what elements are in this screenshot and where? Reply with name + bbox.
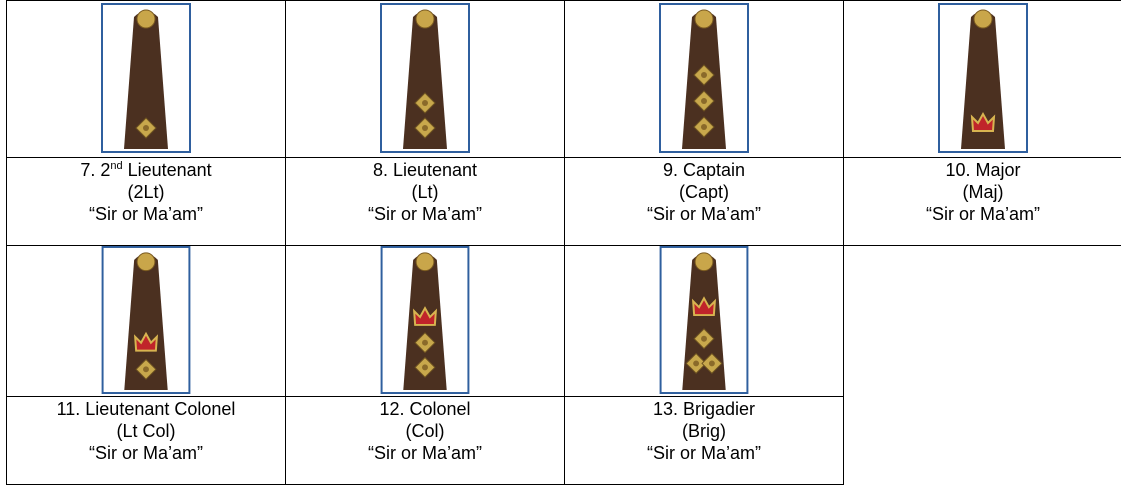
- form-of-address: “Sir or Ma’am”: [565, 203, 843, 225]
- pip-center: [709, 360, 715, 366]
- form-of-address: “Sir or Ma’am”: [7, 203, 285, 225]
- button: [137, 253, 155, 271]
- text-cell: [844, 397, 1121, 485]
- image-cell: [286, 246, 565, 397]
- rank-title: 13. Brigadier: [565, 398, 843, 420]
- epaulette-image: [101, 1, 191, 155]
- image-row: [7, 246, 1121, 397]
- pip-center: [701, 336, 707, 342]
- text-cell: 7. 2nd Lieutenant(2Lt)“Sir or Ma’am”: [7, 158, 286, 246]
- form-of-address: “Sir or Ma’am”: [286, 203, 564, 225]
- image-cell: [7, 246, 286, 397]
- image-cell: [7, 1, 286, 158]
- image-cell: [286, 1, 565, 158]
- image-cell: [565, 246, 844, 397]
- epaulette-image: [380, 246, 470, 394]
- pip-center: [422, 100, 428, 106]
- rank-abbreviation: (2Lt): [7, 181, 285, 203]
- rank-table: 7. 2nd Lieutenant(2Lt)“Sir or Ma’am”8. L…: [6, 0, 1121, 485]
- form-of-address: “Sir or Ma’am”: [7, 442, 285, 464]
- button: [695, 10, 713, 28]
- pip-center: [701, 98, 707, 104]
- button: [416, 10, 434, 28]
- rank-title: 12. Colonel: [286, 398, 564, 420]
- pip-center: [143, 366, 149, 372]
- text-cell: 11. Lieutenant Colonel(Lt Col)“Sir or Ma…: [7, 397, 286, 485]
- pip-center: [422, 340, 428, 346]
- text-row: 7. 2nd Lieutenant(2Lt)“Sir or Ma’am”8. L…: [7, 158, 1121, 246]
- text-cell: 8. Lieutenant(Lt)“Sir or Ma’am”: [286, 158, 565, 246]
- form-of-address: “Sir or Ma’am”: [565, 442, 843, 464]
- image-cell: [844, 1, 1121, 158]
- image-cell: [565, 1, 844, 158]
- form-of-address: “Sir or Ma’am”: [844, 203, 1121, 225]
- text-row: 11. Lieutenant Colonel(Lt Col)“Sir or Ma…: [7, 397, 1121, 485]
- button: [974, 10, 992, 28]
- text-cell: 13. Brigadier(Brig)“Sir or Ma’am”: [565, 397, 844, 485]
- text-cell: 12. Colonel(Col)“Sir or Ma’am”: [286, 397, 565, 485]
- epaulette-image: [101, 246, 191, 394]
- rank-abbreviation: (Maj): [844, 181, 1121, 203]
- rank-title-part: 7. 2: [80, 160, 110, 180]
- rank-title: 7. 2nd Lieutenant: [7, 159, 285, 181]
- epaulette-image: [380, 1, 470, 155]
- rank-abbreviation: (Capt): [565, 181, 843, 203]
- ordinal-suffix: nd: [110, 160, 122, 172]
- form-of-address: “Sir or Ma’am”: [286, 442, 564, 464]
- pip-center: [143, 125, 149, 131]
- rank-abbreviation: (Col): [286, 420, 564, 442]
- button: [695, 253, 713, 271]
- pip-center: [693, 360, 699, 366]
- rank-abbreviation: (Lt Col): [7, 420, 285, 442]
- pip-center: [701, 72, 707, 78]
- rank-title: 10. Major: [844, 159, 1121, 181]
- pip-center: [701, 124, 707, 130]
- rank-abbreviation: (Lt): [286, 181, 564, 203]
- epaulette-image: [659, 246, 749, 394]
- text-cell: 10. Major(Maj)“Sir or Ma’am”: [844, 158, 1121, 246]
- rank-title-part: Lieutenant: [123, 160, 212, 180]
- rank-abbreviation: (Brig): [565, 420, 843, 442]
- rank-title: 9. Captain: [565, 159, 843, 181]
- epaulette-image: [938, 1, 1028, 155]
- button: [137, 10, 155, 28]
- image-row: [7, 1, 1121, 158]
- text-cell: 9. Captain(Capt)“Sir or Ma’am”: [565, 158, 844, 246]
- epaulette-image: [659, 1, 749, 155]
- pip-center: [422, 364, 428, 370]
- rank-title: 11. Lieutenant Colonel: [7, 398, 285, 420]
- pip-center: [422, 125, 428, 131]
- rank-title: 8. Lieutenant: [286, 159, 564, 181]
- image-cell: [844, 246, 1121, 397]
- button: [416, 253, 434, 271]
